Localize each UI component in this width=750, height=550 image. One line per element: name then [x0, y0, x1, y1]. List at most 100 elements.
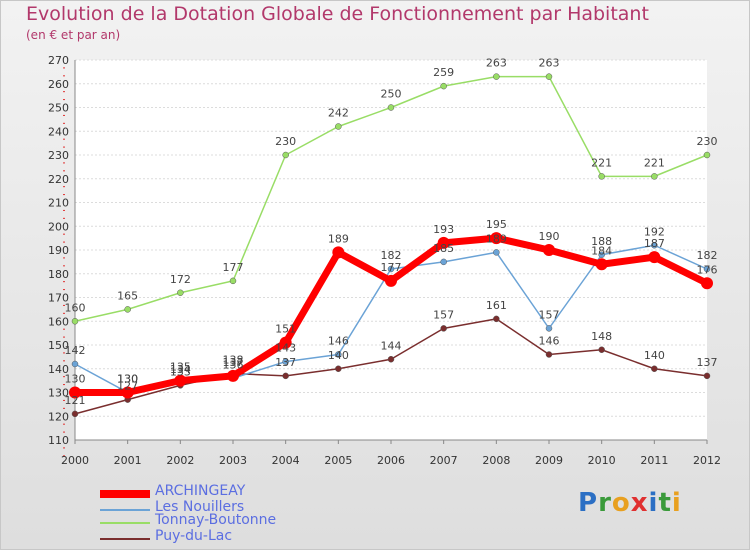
point-archingeay-2001	[121, 386, 134, 399]
y-tick-label-240: 240	[48, 125, 69, 138]
data-label-tonnay-boutonne-2004: 230	[275, 135, 296, 148]
point-tonnay-boutonne-2012	[703, 151, 711, 159]
data-label-tonnay-boutonne-2010: 221	[591, 156, 612, 169]
y-tick-label-210: 210	[48, 197, 69, 210]
data-label-puy-du-lac-2001: 127	[117, 380, 138, 393]
data-label-les-nouillers-2001: 130	[117, 373, 138, 386]
data-label-tonnay-boutonne-2011: 221	[644, 156, 665, 169]
point-puy-du-lac-2009	[545, 351, 553, 358]
data-label-archingeay-2006: 177	[381, 261, 402, 274]
x-tick-label-2008: 2008	[482, 454, 510, 467]
y-tick-label-180: 180	[48, 268, 69, 281]
data-label-puy-du-lac-2002: 133	[170, 365, 191, 378]
legend-swatch-les-nouillers	[100, 509, 150, 511]
data-label-puy-du-lac-2006: 144	[381, 339, 402, 352]
point-archingeay-2012	[701, 277, 713, 290]
data-label-les-nouillers-2011: 192	[644, 225, 665, 238]
y-tick-label-270: 270	[48, 54, 69, 67]
point-puy-du-lac-2012	[703, 372, 711, 380]
point-tonnay-boutonne-2001	[124, 306, 131, 313]
data-label-puy-du-lac-2011: 140	[644, 349, 665, 362]
data-label-les-nouillers-2008: 189	[486, 232, 507, 245]
point-puy-du-lac-2004	[282, 372, 289, 380]
data-label-les-nouillers-2000: 142	[65, 344, 86, 357]
point-les-nouillers-2004	[282, 358, 289, 365]
point-archingeay-2008	[490, 232, 503, 245]
x-tick-label-2006: 2006	[377, 454, 405, 467]
x-tick-label-2001: 2001	[114, 454, 142, 467]
logo-letter-r: r	[598, 488, 612, 518]
point-tonnay-boutonne-2009	[545, 73, 553, 80]
point-puy-du-lac-2006	[387, 356, 395, 363]
data-label-archingeay-2009: 190	[539, 230, 560, 243]
data-label-puy-du-lac-2004: 137	[275, 356, 296, 369]
data-label-les-nouillers-2002: 134	[170, 363, 191, 376]
data-label-archingeay-2003: 137	[223, 356, 244, 369]
chart-title: Evolution de la Dotation Globale de Fonc…	[26, 3, 649, 25]
point-tonnay-boutonne-2010	[598, 173, 605, 180]
data-label-archingeay-2002: 135	[170, 361, 191, 374]
legend-label-les-nouillers: Les Nouillers	[155, 499, 245, 515]
y-tick-label-150: 150	[48, 339, 69, 352]
point-les-nouillers-2010	[598, 251, 605, 258]
data-label-les-nouillers-2009: 157	[539, 308, 560, 321]
logo-letter-p: P	[578, 488, 599, 518]
data-label-tonnay-boutonne-2012: 230	[697, 135, 718, 148]
data-label-tonnay-boutonne-2002: 172	[170, 273, 191, 286]
point-les-nouillers-2009	[545, 325, 553, 332]
legend-swatch-puy-du-lac	[100, 538, 150, 540]
y-tick-label-230: 230	[48, 149, 69, 162]
point-puy-du-lac-2005	[335, 365, 342, 372]
data-label-puy-du-lac-2003: 138	[223, 354, 244, 367]
y-tick-label-200: 200	[48, 220, 69, 233]
data-label-puy-du-lac-2009: 146	[539, 335, 560, 348]
data-label-tonnay-boutonne-2009: 263	[539, 57, 560, 70]
y-tick-label-250: 250	[48, 102, 69, 115]
data-label-puy-du-lac-2005: 140	[328, 349, 349, 362]
data-label-archingeay-2004: 151	[275, 323, 296, 336]
data-label-tonnay-boutonne-2003: 177	[223, 261, 244, 274]
point-archingeay-2000	[69, 386, 81, 399]
data-label-les-nouillers-2007: 185	[433, 242, 454, 255]
data-label-les-nouillers-2004: 143	[275, 342, 296, 355]
data-label-puy-du-lac-2000: 121	[65, 394, 86, 407]
point-puy-du-lac-2000	[71, 410, 79, 418]
point-archingeay-2004	[279, 336, 292, 349]
y-tick-label-110: 110	[48, 434, 69, 447]
y-tick-label-120: 120	[48, 410, 69, 423]
point-tonnay-boutonne-2005	[335, 123, 342, 130]
x-tick-label-2007: 2007	[430, 454, 458, 467]
logo-letter-i2: i	[671, 488, 682, 518]
data-label-archingeay-2007: 193	[433, 223, 454, 236]
point-archingeay-2006	[385, 274, 397, 287]
data-label-archingeay-2012: 176	[697, 263, 718, 276]
data-label-tonnay-boutonne-2008: 263	[486, 57, 507, 70]
data-label-archingeay-2008: 195	[486, 218, 507, 231]
point-archingeay-2002	[174, 374, 187, 387]
x-tick-label-2004: 2004	[272, 454, 300, 467]
point-tonnay-boutonne-2000	[71, 318, 79, 325]
chart-subtitle: (en € et par an)	[26, 28, 121, 42]
x-tick-label-2000: 2000	[61, 454, 89, 467]
proxiti-logo: Proxiti	[578, 488, 682, 518]
legend-swatch-tonnay-boutonne	[100, 522, 150, 524]
data-label-les-nouillers-2003: 136	[223, 358, 244, 371]
data-label-archingeay-2010: 184	[591, 244, 612, 257]
point-archingeay-2010	[595, 258, 608, 271]
point-les-nouillers-2007	[440, 258, 447, 266]
y-tick-label-170: 170	[48, 292, 69, 305]
point-les-nouillers-2011	[651, 242, 658, 249]
data-label-les-nouillers-2005: 146	[328, 335, 349, 348]
point-archingeay-2009	[543, 244, 555, 256]
point-tonnay-boutonne-2006	[387, 104, 395, 111]
x-tick-label-2003: 2003	[219, 454, 247, 467]
x-tick-label-2012: 2012	[693, 454, 721, 467]
x-tick-label-2005: 2005	[324, 454, 352, 467]
data-label-archingeay-2011: 187	[644, 237, 665, 250]
legend-label-archingeay: ARCHINGEAY	[155, 483, 246, 499]
point-les-nouillers-2008	[493, 249, 500, 256]
data-label-puy-du-lac-2007: 157	[433, 308, 454, 321]
point-puy-du-lac-2008	[493, 315, 500, 323]
point-tonnay-boutonne-2007	[440, 82, 447, 90]
